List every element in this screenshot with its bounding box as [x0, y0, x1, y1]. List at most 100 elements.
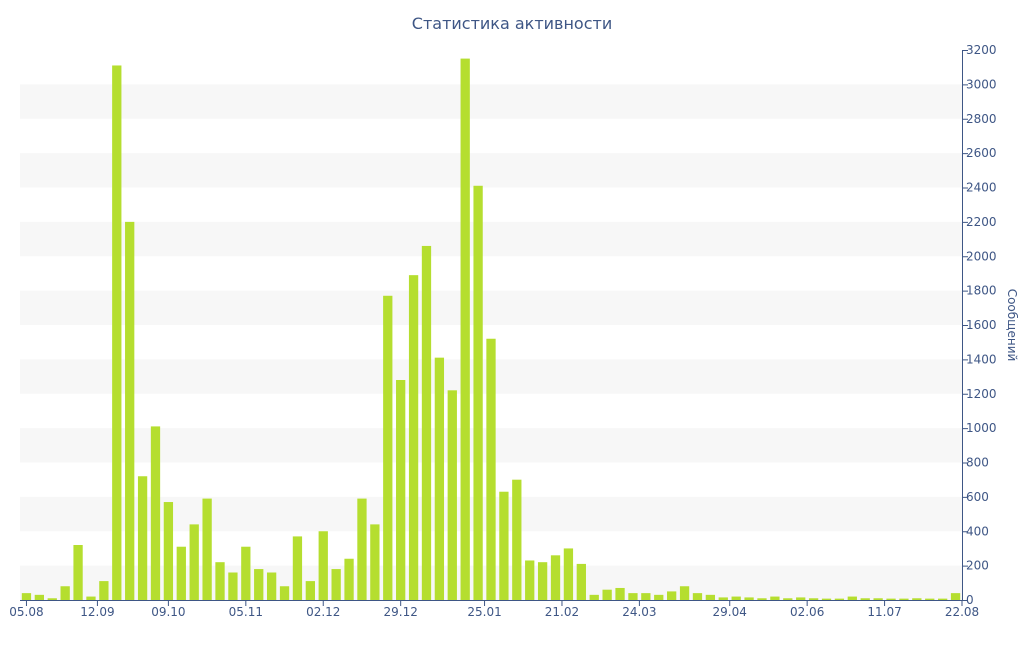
x-tick-label: 21.02: [545, 605, 579, 619]
bar: [73, 545, 83, 600]
bar: [357, 498, 367, 600]
grid-band: [20, 221, 962, 257]
bar: [112, 65, 122, 600]
y-tick-label: 2400: [966, 181, 997, 195]
bar: [473, 185, 483, 600]
bar: [925, 598, 935, 600]
bar: [821, 598, 832, 600]
y-tick-label: 1000: [966, 421, 997, 435]
bar: [834, 598, 845, 600]
bar: [783, 598, 793, 600]
y-tick-label: 2000: [966, 249, 997, 263]
bar: [873, 598, 883, 600]
bar: [937, 598, 948, 600]
bar: [512, 479, 522, 600]
bar: [21, 593, 32, 600]
bar: [202, 498, 212, 600]
x-tick-label: 05.11: [229, 605, 263, 619]
bar: [241, 546, 251, 600]
bar: [60, 586, 70, 600]
x-tick-label: 05.08: [9, 605, 43, 619]
bar: [576, 563, 586, 600]
bar: [408, 275, 419, 600]
bar: [692, 593, 703, 600]
grid-band: [20, 290, 962, 325]
bar: [47, 598, 57, 600]
y-tick-label: 2200: [966, 215, 997, 229]
y-tick-label: 3000: [966, 77, 997, 91]
bar: [654, 594, 664, 600]
bar: [589, 594, 599, 600]
bar: [421, 245, 432, 600]
bar: [189, 524, 199, 600]
bar: [125, 221, 135, 600]
y-tick-label: 2600: [966, 146, 997, 160]
bar: [318, 531, 328, 600]
bar: [886, 598, 896, 600]
grid-band: [20, 153, 962, 188]
x-axis-ticks: 05.08 12.09 09.10 05.11 02.12 29.12 25.01 21.02…: [9, 600, 979, 619]
y-tick-label: 1600: [966, 318, 997, 332]
bar: [434, 357, 445, 600]
chart-title: Статистика активности: [411, 14, 613, 33]
bar: [563, 548, 574, 600]
bar: [796, 597, 806, 600]
bar: [99, 581, 109, 600]
bar: [525, 560, 535, 600]
bar: [383, 295, 393, 600]
x-tick-label: 12.09: [80, 605, 114, 619]
x-tick-label: 29.12: [383, 605, 417, 619]
bar: [628, 593, 638, 600]
bar: [370, 524, 380, 600]
y-tick-label: 2800: [966, 112, 997, 126]
y-tick-label: 1800: [966, 284, 997, 298]
bar: [757, 598, 767, 600]
bar: [499, 491, 509, 600]
y-tick-label: 0: [966, 593, 974, 607]
bar: [292, 536, 303, 600]
bar: [860, 598, 870, 600]
x-tick-label: 09.10: [151, 605, 185, 619]
bar: [808, 598, 819, 600]
x-tick-label: 11.07: [867, 605, 901, 619]
bar: [744, 597, 754, 600]
bar: [731, 596, 741, 600]
x-tick-label: 02.12: [306, 605, 340, 619]
bar: [279, 586, 290, 600]
y-tick-label: 1400: [966, 352, 997, 366]
y-axis-title: Сообщений: [1005, 289, 1019, 362]
bar: [344, 558, 354, 600]
bar: [705, 594, 716, 600]
bar: [615, 587, 625, 600]
bar: [486, 338, 496, 600]
grid-band: [20, 84, 962, 119]
bar: [137, 476, 148, 600]
bar: [667, 591, 677, 600]
y-tick-label: 200: [966, 559, 989, 573]
bar: [447, 390, 457, 600]
bar: [950, 593, 961, 600]
bar: [176, 546, 186, 600]
bar: [770, 596, 780, 600]
bar: [305, 581, 315, 600]
x-tick-label: 25.01: [467, 605, 501, 619]
x-tick-label: 02.06: [790, 605, 824, 619]
bar: [228, 572, 238, 600]
x-tick-label: 29.04: [713, 605, 747, 619]
bar: [550, 555, 561, 600]
bar: [602, 589, 612, 600]
bar: [331, 569, 341, 600]
x-tick-label: 24.03: [622, 605, 656, 619]
y-tick-label: 800: [966, 456, 989, 470]
bar: [396, 380, 406, 600]
bar: [163, 502, 174, 600]
bar: [679, 586, 690, 600]
bar: [899, 598, 909, 600]
y-axis-ticks: 0 200 400 600 800 1000 1200 1400 1600 1800 2000 220…: [962, 43, 997, 607]
bars-group: [21, 58, 961, 600]
bar: [460, 58, 470, 600]
bar: [718, 597, 728, 600]
bar: [266, 572, 277, 600]
bar: [86, 596, 96, 600]
